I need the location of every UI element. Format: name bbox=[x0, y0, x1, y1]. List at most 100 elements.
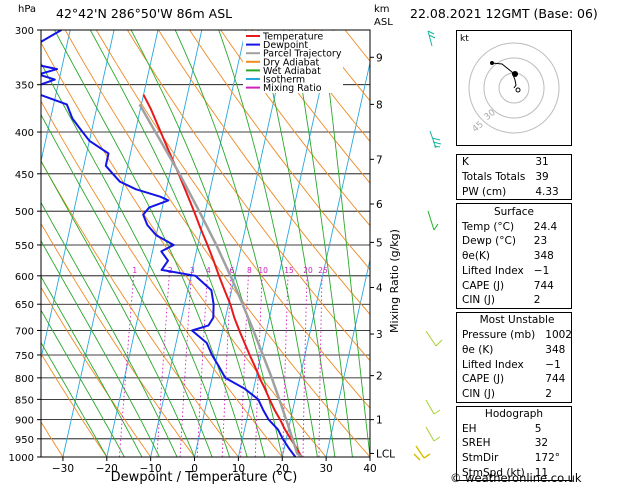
wind-barb-700 bbox=[425, 330, 443, 347]
isotherm-line bbox=[41, 30, 71, 164]
asl-unit-label: ASL bbox=[374, 17, 393, 28]
mu-pressure-label: Pressure (mb) bbox=[462, 328, 536, 341]
storm-dir-value: 172° bbox=[534, 452, 561, 465]
mixing-ratio-label: 2 bbox=[168, 266, 173, 275]
pressure-tick-label-650: 650 bbox=[15, 300, 34, 311]
totals-totals-label: Totals Totals bbox=[462, 171, 526, 184]
x-tick-label--20: −20 bbox=[96, 463, 118, 475]
mixing-ratio-line bbox=[302, 275, 308, 457]
mu-cape-label: CAPE (J) bbox=[462, 373, 505, 386]
surface-cin-value: 2 bbox=[533, 294, 541, 307]
surface-dewp-label: Dewp (°C) bbox=[462, 235, 516, 248]
wet-adiabat-line bbox=[321, 30, 370, 457]
km-tick-label-5: 5 bbox=[376, 237, 383, 249]
mixing-ratio-label: 8 bbox=[247, 266, 252, 275]
km-tick-label-2: 2 bbox=[376, 371, 383, 383]
mixing-ratio-line bbox=[240, 275, 249, 457]
wind-barb-1000 bbox=[413, 445, 431, 461]
hodograph: kt 30 45 bbox=[456, 30, 572, 146]
dry-adiabat-line bbox=[127, 30, 370, 362]
wet-adiabat-line bbox=[41, 239, 160, 457]
dry-adiabat-line bbox=[41, 286, 152, 457]
x-axis-title: Dewpoint / Temperature (°C) bbox=[111, 470, 298, 485]
km-tick-label-LCL: LCL bbox=[376, 448, 395, 460]
mixing-ratio-line bbox=[221, 275, 232, 457]
dry-adiabat-line bbox=[64, 30, 370, 457]
dry-adiabat-line bbox=[220, 30, 370, 227]
surface-theta-label: θe(K) bbox=[462, 250, 490, 263]
mixing-ratio-line bbox=[282, 275, 289, 457]
basic-indices-box: K 31 Totals Totals 39 PW (cm) 4.33 bbox=[456, 154, 572, 201]
series-dewpoint bbox=[41, 30, 297, 457]
wet-adiabat-line bbox=[218, 30, 318, 457]
legend-entry-5: Isotherm bbox=[263, 75, 305, 86]
mu-cape-value: 744 bbox=[545, 373, 566, 386]
dry-adiabat-line bbox=[158, 30, 370, 316]
mixing-ratio-label: 10 bbox=[258, 266, 268, 275]
mixing-ratio-axis-title: Mixing Ratio (g/kg) bbox=[388, 229, 401, 333]
series-parcel-trajectory bbox=[138, 103, 303, 457]
mixing-ratio-label: 1 bbox=[132, 266, 137, 275]
most-unstable-title: Most Unstable bbox=[479, 314, 555, 327]
skewt-chart: 1 2 3 4 6 8 10 15 20 25 3003504004505005506006507… bbox=[9, 26, 401, 485]
surface-temp-value: 24.4 bbox=[533, 220, 558, 233]
hodograph-indices-box: Hodograph EH 5 SREH 32 StmDir 172° StmSpd (… bbox=[456, 405, 572, 482]
wind-barb-925 bbox=[425, 426, 441, 442]
site-credit: © weatheronline.co.uk bbox=[450, 471, 582, 485]
wet-adiabat-line bbox=[41, 159, 195, 457]
mu-theta-label: θe (K) bbox=[462, 343, 494, 356]
legend-entry-3: Dry Adiabat bbox=[263, 57, 320, 68]
isotherm-line bbox=[150, 30, 247, 457]
isotherm-line bbox=[41, 30, 115, 361]
wet-adiabat-line bbox=[41, 341, 108, 457]
dry-adiabat-line bbox=[251, 30, 370, 184]
mixing-ratio-label: 6 bbox=[230, 266, 235, 275]
mixing-ratio-line bbox=[118, 275, 135, 457]
surface-theta-value: 348 bbox=[533, 250, 554, 263]
x-tick-label-0: 0 bbox=[191, 463, 198, 475]
km-tick-label-9: 9 bbox=[376, 52, 383, 64]
pressure-tick-label-950: 950 bbox=[15, 435, 34, 446]
mu-li-label: Lifted Index bbox=[462, 358, 524, 371]
storm-speed-label: StmSpd (kt) bbox=[462, 467, 525, 480]
mixing-ratio-line bbox=[156, 275, 170, 457]
isotherm-line bbox=[237, 30, 334, 457]
legend-entry-0: Temperature bbox=[262, 32, 323, 43]
km-tick-label-6: 6 bbox=[376, 199, 383, 211]
surface-cin-label: CIN (J) bbox=[462, 294, 495, 307]
wind-barb-500 bbox=[427, 210, 439, 231]
mu-theta-value: 348 bbox=[545, 343, 566, 356]
surface-box: Surface Temp (°C) 24.4 Dewp (°C) 23 θe(K) 3… bbox=[456, 203, 572, 309]
mixing-ratio-label: 3 bbox=[190, 266, 195, 275]
mixing-ratio-label: 4 bbox=[206, 266, 211, 275]
isotherm-line bbox=[106, 30, 203, 457]
mu-cin-label: CIN (J) bbox=[462, 388, 495, 401]
x-tick-label--10: −10 bbox=[140, 463, 162, 475]
pw-value: 4.33 bbox=[535, 185, 559, 198]
sreh-label: SREH bbox=[462, 437, 491, 450]
surface-li-label: Lifted Index bbox=[462, 264, 524, 277]
x-tick-label-10: 10 bbox=[232, 463, 245, 475]
dry-adiabat-line bbox=[189, 30, 370, 271]
x-tick-label-20: 20 bbox=[276, 463, 289, 475]
wet-adiabat-line bbox=[41, 62, 231, 457]
pressure-tick-label-550: 550 bbox=[15, 241, 34, 252]
mu-cin-value: 2 bbox=[545, 388, 552, 401]
surface-cape-label: CAPE (J) bbox=[462, 279, 505, 292]
pressure-tick-label-1000: 1000 bbox=[9, 453, 34, 464]
wet-adiabat-line bbox=[41, 201, 178, 457]
mixing-ratio-line bbox=[196, 275, 208, 457]
x-tick-label-40: 40 bbox=[363, 463, 376, 475]
mu-pressure-value: 1002 bbox=[545, 328, 572, 341]
x-tick-label--30: −30 bbox=[52, 463, 74, 475]
storm-speed-value: 11 bbox=[534, 467, 549, 480]
pressure-tick-label-350: 350 bbox=[15, 81, 34, 92]
sreh-value: 32 bbox=[534, 437, 549, 450]
eh-value: 5 bbox=[534, 422, 542, 435]
totals-totals-value: 39 bbox=[535, 171, 549, 184]
mu-li-value: −1 bbox=[545, 358, 561, 371]
km-tick-label-4: 4 bbox=[376, 282, 383, 294]
pressure-tick-label-450: 450 bbox=[15, 170, 34, 181]
isotherm-line bbox=[281, 60, 370, 457]
